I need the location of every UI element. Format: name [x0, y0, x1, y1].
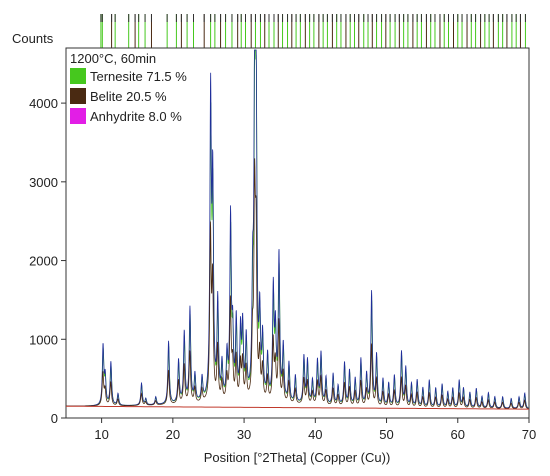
legend-label-belite: Belite 20.5 % — [90, 89, 167, 104]
y-tick-label: 1000 — [29, 332, 58, 347]
legend-swatch-belite — [70, 88, 86, 104]
x-axis: 10 20 30 40 50 60 70 — [94, 418, 536, 442]
legend-label-anhydrite: Anhydrite 8.0 % — [90, 109, 182, 124]
belite-fit-line — [66, 158, 529, 410]
x-tick-label: 40 — [308, 427, 322, 442]
chart-title: 1200°C, 60min — [70, 51, 156, 66]
x-tick-label: 30 — [237, 427, 251, 442]
legend: 1200°C, 60min Ternesite 71.5 % Belite 20… — [70, 51, 187, 124]
x-tick-label: 10 — [94, 427, 108, 442]
background-line — [65, 405, 530, 410]
x-tick-label: 70 — [522, 427, 536, 442]
pattern-series — [65, 49, 530, 410]
y-tick-label: 0 — [51, 411, 58, 426]
x-tick-label: 50 — [379, 427, 393, 442]
legend-label-ternesite: Ternesite 71.5 % — [90, 69, 187, 84]
legend-swatch-anhydrite — [70, 108, 86, 124]
y-axis: 0 1000 2000 3000 4000 — [29, 96, 66, 426]
x-tick-label: 20 — [166, 427, 180, 442]
y-tick-label: 3000 — [29, 175, 58, 190]
x-tick-label: 60 — [451, 427, 465, 442]
x-axis-title: Position [°2Theta] (Copper (Cu)) — [204, 450, 391, 465]
y-axis-title: Counts — [12, 31, 54, 46]
plot-area — [65, 47, 530, 419]
y-tick-label: 4000 — [29, 96, 58, 111]
y-tick-label: 2000 — [29, 254, 58, 269]
legend-swatch-ternesite — [70, 68, 86, 84]
reference-lines — [100, 14, 526, 48]
observed-pattern-line — [66, 49, 529, 409]
